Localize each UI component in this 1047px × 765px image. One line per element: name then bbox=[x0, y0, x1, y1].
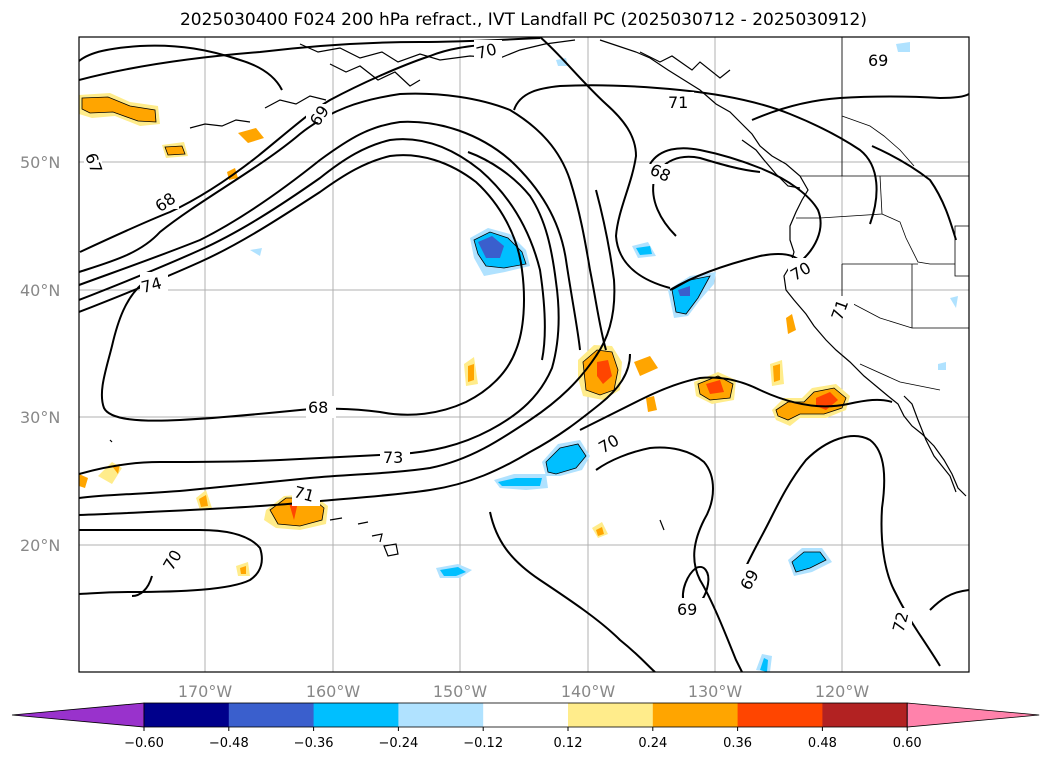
lat-label: 30°N bbox=[20, 408, 60, 427]
contour-label: 69 bbox=[677, 600, 697, 619]
contour-label: 71 bbox=[668, 93, 688, 112]
colorbar-tick-label: 0.60 bbox=[893, 736, 922, 751]
contour-label: 71 bbox=[292, 482, 317, 506]
colorbar bbox=[11, 702, 1040, 728]
map-area bbox=[79, 37, 969, 672]
colorbar-tick-label: 0.12 bbox=[554, 736, 583, 751]
longitude-labels: 170°W 160°W 150°W 140°W 130°W 120°W bbox=[178, 682, 870, 701]
colorbar-segment bbox=[483, 703, 569, 727]
colorbar-segment bbox=[822, 703, 908, 727]
contour-label: 74 bbox=[139, 273, 164, 297]
colorbar-segment bbox=[737, 703, 823, 727]
lat-label: 20°N bbox=[20, 536, 60, 555]
colorbar-tick-label: 0.48 bbox=[808, 736, 837, 751]
latitude-labels: 50°N 40°N 30°N 20°N bbox=[20, 153, 60, 555]
colorbar-segment bbox=[228, 703, 315, 727]
colorbar-frame bbox=[143, 702, 908, 728]
lon-label: 120°W bbox=[815, 682, 870, 701]
colorbar-segment bbox=[144, 703, 230, 727]
borders bbox=[796, 37, 969, 391]
contour-label: 68 bbox=[308, 398, 328, 417]
colorbar-tick-label: 0.24 bbox=[638, 736, 667, 751]
map-frame bbox=[78, 36, 970, 673]
colorbar-extension-high bbox=[906, 702, 1040, 728]
contour-label: 70 bbox=[474, 39, 499, 63]
lat-label: 50°N bbox=[20, 153, 60, 172]
contour-label: 69 bbox=[868, 51, 888, 70]
colorbar-tick-label: −0.60 bbox=[124, 736, 164, 751]
map-title: 2025030400 F024 200 hPa refract., IVT La… bbox=[179, 10, 867, 30]
lon-label: 130°W bbox=[688, 682, 743, 701]
contours bbox=[79, 37, 969, 672]
lon-label: 150°W bbox=[433, 682, 488, 701]
contour-label: 73 bbox=[383, 448, 403, 467]
lon-label: 170°W bbox=[178, 682, 233, 701]
colorbar-ticks: −0.60 −0.48 −0.36 −0.24 −0.12 0.12 0.24 0.36 0.4… bbox=[124, 727, 922, 751]
colorbar-segment bbox=[652, 703, 739, 727]
lat-label: 40°N bbox=[20, 281, 60, 300]
colorbar-segment bbox=[398, 703, 484, 727]
lon-label: 140°W bbox=[561, 682, 616, 701]
contour-label: 72 bbox=[889, 610, 913, 635]
colorbar-tick-label: −0.48 bbox=[209, 736, 249, 751]
colorbar-tick-label: −0.36 bbox=[294, 736, 334, 751]
contour-labels: 67 68 69 70 70 70 70 71 71 71 72 73 74 6… bbox=[81, 39, 912, 636]
colorbar-tick-label: −0.24 bbox=[378, 736, 418, 751]
colorbar-segment bbox=[313, 703, 399, 727]
colorbar-segment bbox=[568, 703, 654, 727]
colorbar-tick-label: −0.12 bbox=[463, 736, 503, 751]
lon-label: 160°W bbox=[306, 682, 361, 701]
colorbar-tick-label: 0.36 bbox=[723, 736, 752, 751]
colorbar-extension-low bbox=[11, 702, 145, 728]
